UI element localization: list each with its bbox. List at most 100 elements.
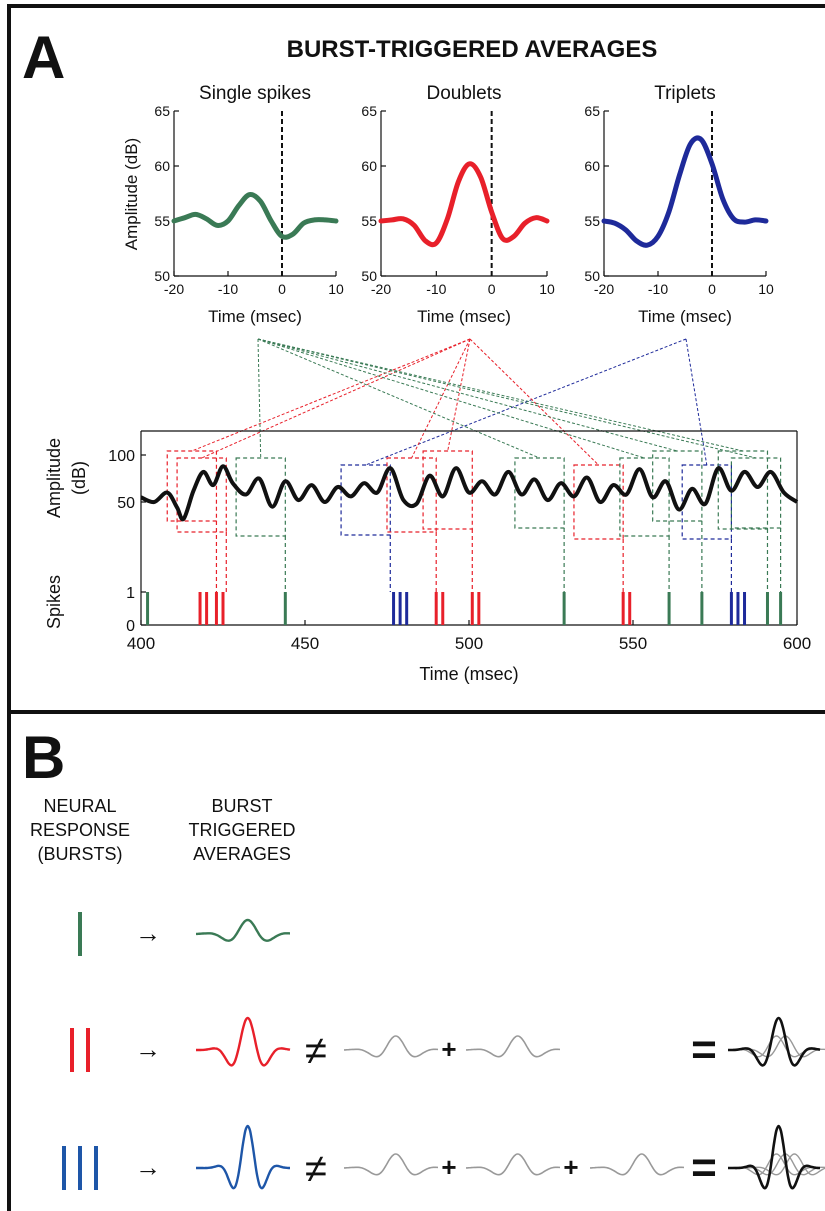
chart-title: Doublets xyxy=(427,83,502,104)
x-tick-label: 550 xyxy=(619,634,647,653)
x-tick-label: 0 xyxy=(278,281,286,297)
col2-line2: TRIGGERED xyxy=(188,820,295,840)
y-tick-label: 65 xyxy=(584,103,600,119)
connector-line xyxy=(257,338,678,452)
window-box xyxy=(681,464,733,540)
x-tick-label: 500 xyxy=(455,634,483,653)
y-axis-label-line2: (dB) xyxy=(69,461,89,495)
row-3: → ≠ + + = xyxy=(62,1124,825,1192)
x-tick-label: 10 xyxy=(758,281,774,297)
stimulus-trace xyxy=(140,464,799,522)
arrow-icon: → xyxy=(135,1034,161,1064)
x-tick-label: 0 xyxy=(708,281,716,297)
col1-line3: (BURSTS) xyxy=(38,844,123,864)
y-tick-label: 100 xyxy=(108,448,135,465)
window-box xyxy=(619,457,670,537)
x-axis-label: Time (msec) xyxy=(419,664,518,684)
window-box xyxy=(386,457,437,533)
plus-symbol: + xyxy=(563,1152,578,1182)
series-line xyxy=(378,161,550,248)
arrow-icon: → xyxy=(135,918,161,948)
window-box xyxy=(573,464,624,540)
x-tick-label: 600 xyxy=(783,634,811,653)
component-waveform xyxy=(343,1035,439,1058)
y-tick-label: 60 xyxy=(361,158,377,174)
connector-line xyxy=(685,338,708,466)
panel-a-title: BURST-TRIGGERED AVERAGES xyxy=(287,36,658,63)
connector-line xyxy=(365,338,687,466)
component-waveform xyxy=(343,1153,439,1176)
spike-y-tick-label: 1 xyxy=(126,585,135,602)
sum-total-waveform xyxy=(728,1016,821,1067)
y-tick-label: 65 xyxy=(361,103,377,119)
x-tick-label: -10 xyxy=(426,281,446,297)
window-box xyxy=(235,457,286,537)
equals-symbol: = xyxy=(691,1025,717,1074)
y-tick-label: 55 xyxy=(361,213,377,229)
chart-title: Triplets xyxy=(654,83,716,104)
col-neural-response-label: NEURAL RESPONSE (BURSTS) xyxy=(30,796,130,864)
y-tick-label: 50 xyxy=(361,268,377,284)
x-tick-label: -20 xyxy=(594,281,614,297)
x-axis-label: Time (msec) xyxy=(638,307,732,326)
window-box xyxy=(340,464,391,536)
connector-line xyxy=(191,338,471,452)
x-tick-label: 10 xyxy=(328,281,344,297)
y-axis-label: Amplitude (dB) xyxy=(122,138,141,250)
row-2: → ≠ + = xyxy=(70,1016,825,1074)
bta-waveform xyxy=(196,1016,291,1067)
plus-symbol: + xyxy=(441,1152,456,1182)
col1-line1: NEURAL xyxy=(43,796,116,816)
connector-lines xyxy=(191,338,757,466)
arrow-icon: → xyxy=(135,1152,161,1182)
chart-title: Single spikes xyxy=(199,83,311,104)
component-waveform xyxy=(465,1153,561,1176)
component-waveform xyxy=(589,1153,685,1176)
connector-line xyxy=(469,338,599,466)
x-tick-label: 400 xyxy=(127,634,155,653)
figure-frame xyxy=(7,4,825,1211)
component-waveform xyxy=(465,1035,561,1058)
small-charts: Single spikes 50 55 60 65 -20 -10 0 10 Time (msec… xyxy=(122,83,774,326)
chart-2: Doublets 50 55 60 65 -20 -10 0 10 Time (msec) xyxy=(361,83,555,326)
y-tick-label: 65 xyxy=(154,103,170,119)
y-tick-label: 50 xyxy=(584,268,600,284)
bta-waveform xyxy=(195,918,291,942)
connector-line xyxy=(257,338,743,452)
x-tick-label: -20 xyxy=(164,281,184,297)
panel-b-rows: → → ≠ + = → ≠ + + = xyxy=(62,912,825,1192)
sum-component-waveform xyxy=(736,1035,825,1058)
window-box xyxy=(717,450,769,530)
sum-component-waveform xyxy=(745,1153,825,1176)
window-box xyxy=(176,457,227,533)
x-tick-label: 0 xyxy=(488,281,496,297)
plus-symbol: + xyxy=(441,1034,456,1064)
connector-line xyxy=(257,338,645,459)
x-tick-label: -10 xyxy=(218,281,238,297)
y-tick-label: 50 xyxy=(117,495,135,512)
col-burst-triggered-label: BURST TRIGGERED AVERAGES xyxy=(188,796,295,864)
series-line xyxy=(601,135,769,248)
not-equal-symbol: ≠ xyxy=(305,1147,327,1191)
bta-waveform xyxy=(196,1124,291,1190)
col2-line3: AVERAGES xyxy=(193,844,291,864)
col2-line1: BURST xyxy=(211,796,272,816)
spikes-axis-label: Spikes xyxy=(44,575,64,629)
connector-line xyxy=(257,338,757,459)
window-box xyxy=(652,450,703,522)
y-axis-label-line1: Amplitude xyxy=(44,438,64,518)
x-axis-label: Time (msec) xyxy=(208,307,302,326)
window-box xyxy=(166,450,218,522)
window-box xyxy=(514,457,565,529)
window-box xyxy=(730,457,782,529)
series-line xyxy=(171,192,339,240)
y-tick-label: 50 xyxy=(154,268,170,284)
panel-a-letter: A xyxy=(22,24,65,91)
sum-total-waveform xyxy=(728,1124,821,1190)
connector-line xyxy=(257,338,540,459)
window-box xyxy=(422,450,473,530)
x-tick-label: 450 xyxy=(291,634,319,653)
y-tick-label: 60 xyxy=(154,158,170,174)
connector-line xyxy=(201,338,471,459)
